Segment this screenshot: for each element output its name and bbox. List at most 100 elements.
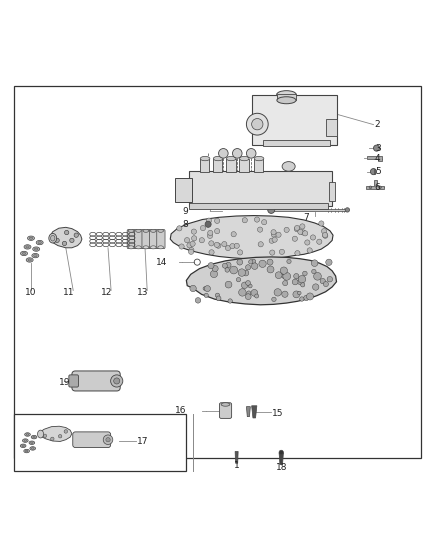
Text: 3: 3 [375,143,381,152]
Circle shape [312,269,316,274]
Circle shape [245,294,251,300]
Circle shape [303,231,308,236]
FancyBboxPatch shape [134,230,143,249]
Circle shape [205,286,210,292]
Polygon shape [367,156,382,161]
Ellipse shape [26,434,29,435]
Circle shape [305,240,310,245]
Circle shape [203,287,207,290]
Circle shape [293,291,300,298]
Circle shape [232,268,236,272]
Circle shape [188,249,194,254]
Ellipse shape [34,255,37,257]
Polygon shape [50,228,82,248]
Circle shape [62,241,67,246]
Circle shape [234,243,239,248]
Polygon shape [366,180,385,189]
Ellipse shape [38,430,44,438]
Circle shape [225,281,232,288]
Ellipse shape [143,229,149,232]
Circle shape [298,276,306,283]
Circle shape [199,238,205,243]
Text: 4: 4 [375,154,381,163]
FancyBboxPatch shape [262,140,330,146]
Ellipse shape [136,229,141,232]
Circle shape [223,263,227,268]
Circle shape [307,293,314,300]
FancyBboxPatch shape [219,403,232,418]
Circle shape [233,149,242,158]
Ellipse shape [33,247,40,251]
Circle shape [209,250,214,255]
Circle shape [239,289,246,296]
Circle shape [267,266,274,273]
Circle shape [222,241,227,247]
Text: 8: 8 [183,220,188,229]
Circle shape [225,268,230,272]
Ellipse shape [158,229,163,232]
Polygon shape [235,451,238,463]
Circle shape [206,218,212,223]
Circle shape [320,278,325,284]
FancyBboxPatch shape [226,158,236,172]
Circle shape [230,266,238,274]
Text: 16: 16 [175,407,186,416]
Circle shape [189,247,194,253]
FancyBboxPatch shape [254,158,263,172]
Circle shape [200,225,205,231]
Circle shape [191,236,197,241]
Circle shape [252,118,263,130]
Circle shape [237,278,241,282]
Circle shape [292,236,297,241]
Ellipse shape [38,241,42,244]
FancyBboxPatch shape [328,182,335,201]
Circle shape [43,434,47,438]
Text: 9: 9 [183,207,188,216]
Ellipse shape [29,237,33,239]
FancyBboxPatch shape [252,94,336,144]
Circle shape [70,238,74,243]
Circle shape [300,224,305,229]
Circle shape [313,284,319,290]
Circle shape [228,299,232,303]
Circle shape [293,273,299,279]
Circle shape [64,430,67,433]
Ellipse shape [22,445,25,447]
Bar [14,415,186,471]
Circle shape [282,274,286,278]
Circle shape [369,186,372,189]
Ellipse shape [20,444,26,448]
Text: 5: 5 [375,167,381,176]
Circle shape [304,295,309,301]
Circle shape [282,291,288,297]
Circle shape [237,250,243,255]
Text: 14: 14 [156,257,168,266]
Ellipse shape [136,246,141,249]
Ellipse shape [32,448,34,449]
Polygon shape [279,453,283,465]
Circle shape [204,293,208,297]
Ellipse shape [31,435,37,439]
Circle shape [55,238,59,243]
Ellipse shape [26,258,33,262]
Circle shape [322,232,328,238]
Circle shape [179,244,184,249]
Ellipse shape [25,450,28,452]
Ellipse shape [226,156,236,161]
Circle shape [246,265,251,270]
Circle shape [287,259,291,264]
Circle shape [259,260,266,268]
FancyBboxPatch shape [325,118,336,136]
Ellipse shape [158,246,163,249]
Ellipse shape [24,245,31,249]
Ellipse shape [200,156,210,161]
Circle shape [294,227,300,232]
Bar [374,169,375,174]
Circle shape [208,233,212,238]
Circle shape [279,450,283,455]
Circle shape [292,279,298,285]
Circle shape [238,269,246,276]
Circle shape [268,206,275,213]
Text: 17: 17 [137,437,148,446]
Ellipse shape [128,246,134,249]
